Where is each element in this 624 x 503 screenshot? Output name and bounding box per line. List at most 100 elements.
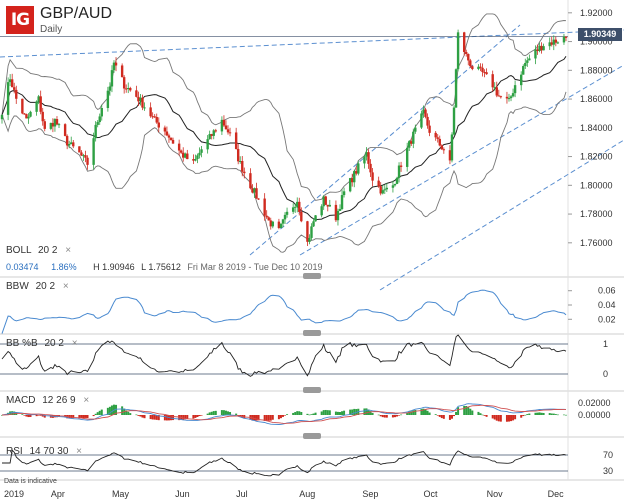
channel-trendline bbox=[249, 24, 521, 256]
macd-histogram-bar bbox=[110, 405, 113, 415]
candle-body bbox=[379, 186, 382, 194]
candle-body bbox=[298, 201, 301, 212]
candle-body bbox=[114, 62, 118, 66]
macd-histogram-bar bbox=[453, 415, 456, 417]
macd-histogram-bar bbox=[507, 415, 510, 422]
candle-body bbox=[479, 66, 482, 68]
y-tick-label: 1.76000 bbox=[580, 238, 613, 248]
candle-body bbox=[151, 116, 154, 118]
macd-histogram-bar bbox=[84, 415, 87, 418]
candle-body bbox=[129, 87, 132, 91]
candle-body bbox=[365, 152, 368, 157]
macd-histogram-bar bbox=[296, 411, 299, 415]
candle-body bbox=[41, 111, 44, 122]
x-tick-label: Nov bbox=[487, 489, 504, 499]
bbpb-close-icon[interactable]: × bbox=[71, 338, 78, 349]
boll-percent-value: 1.86% bbox=[51, 262, 77, 272]
macd-histogram-bar bbox=[284, 415, 287, 416]
macd-histogram-bar bbox=[11, 411, 14, 415]
macd-histogram-bar bbox=[300, 412, 303, 415]
macd-histogram-bar bbox=[326, 410, 329, 415]
macd-histogram-bar bbox=[23, 415, 26, 416]
panel-resize-handle[interactable] bbox=[303, 273, 321, 279]
candle-body bbox=[184, 153, 187, 158]
candle-body bbox=[383, 189, 386, 191]
macd-histogram-bar bbox=[108, 406, 111, 415]
macd-histogram-bar bbox=[469, 408, 472, 415]
candle-body bbox=[469, 60, 472, 67]
bbw-label: BBW bbox=[6, 281, 29, 292]
macd-histogram-bar bbox=[471, 410, 474, 415]
candle-body bbox=[198, 152, 201, 156]
macd-histogram-bar bbox=[438, 415, 441, 417]
candle-body bbox=[236, 148, 240, 162]
macd-histogram-bar bbox=[253, 415, 256, 421]
boll-close-icon[interactable]: × bbox=[65, 245, 72, 256]
macd-histogram-bar bbox=[548, 413, 551, 415]
macd-histogram-bar bbox=[165, 415, 168, 421]
macd-histogram-bar bbox=[277, 415, 280, 420]
macd-histogram-bar bbox=[186, 415, 189, 419]
macd-histogram-bar bbox=[383, 415, 386, 418]
rsi-label: RSI bbox=[6, 446, 23, 457]
macd-histogram-bar bbox=[27, 415, 30, 418]
candle-body bbox=[377, 180, 380, 187]
macd-histogram-bar bbox=[463, 405, 466, 415]
macd-histogram-bar bbox=[115, 404, 118, 415]
candle-body bbox=[499, 96, 503, 98]
candle-body bbox=[149, 107, 152, 117]
x-tick-label: May bbox=[112, 489, 130, 499]
macd-histogram-bar bbox=[550, 413, 553, 415]
macd-histogram-bar bbox=[391, 415, 394, 418]
candle-body bbox=[283, 214, 287, 220]
macd-histogram-bar bbox=[408, 411, 411, 415]
candle-body bbox=[426, 116, 429, 126]
candle-body bbox=[338, 209, 342, 211]
macd-histogram-bar bbox=[267, 415, 270, 421]
y-tick-label: 1.80000 bbox=[580, 180, 613, 190]
macd-histogram-bar bbox=[412, 410, 415, 415]
macd-histogram-bar bbox=[135, 414, 138, 416]
macd-histogram-bar bbox=[271, 415, 274, 420]
candle-body bbox=[139, 97, 142, 102]
macd-histogram-bar bbox=[86, 415, 89, 419]
macd-histogram-bar bbox=[106, 407, 109, 415]
candle-body bbox=[477, 66, 480, 70]
candle-body bbox=[206, 139, 209, 150]
candle-body bbox=[23, 113, 26, 115]
macd-histogram-bar bbox=[483, 415, 486, 416]
candle-body bbox=[562, 36, 566, 43]
macd-close-icon[interactable]: × bbox=[83, 395, 90, 406]
candle-body bbox=[312, 221, 315, 227]
macd-histogram-bar bbox=[450, 415, 453, 419]
candle-body bbox=[100, 107, 103, 117]
y-tick-label: 0.02000 bbox=[578, 398, 611, 408]
rsi-close-icon[interactable]: × bbox=[76, 446, 83, 457]
candle-body bbox=[53, 119, 57, 127]
macd-histogram-bar bbox=[214, 410, 217, 415]
macd-histogram-bar bbox=[100, 409, 103, 415]
macd-histogram-bar bbox=[41, 415, 44, 417]
macd-histogram-bar bbox=[227, 411, 230, 415]
candle-body bbox=[534, 49, 537, 59]
candle-body bbox=[163, 127, 167, 132]
candle-body bbox=[125, 88, 128, 90]
y-tick-label: 0.00000 bbox=[578, 410, 611, 420]
panel-resize-handle[interactable] bbox=[303, 387, 321, 393]
candle-body bbox=[564, 36, 568, 38]
x-tick-label: Jul bbox=[236, 489, 248, 499]
panel-resize-handle[interactable] bbox=[303, 330, 321, 336]
macd-histogram-bar bbox=[556, 414, 559, 416]
candle-body bbox=[408, 141, 411, 148]
panel-resize-handle[interactable] bbox=[303, 433, 321, 439]
bbw-legend: BBW 20 2 × bbox=[6, 281, 69, 292]
candle-body bbox=[397, 165, 401, 178]
macd-histogram-bar bbox=[143, 415, 146, 419]
macd-histogram-bar bbox=[127, 411, 130, 415]
candle-body bbox=[285, 211, 289, 215]
bbw-close-icon[interactable]: × bbox=[62, 281, 69, 292]
x-tick-label: Aug bbox=[299, 489, 315, 499]
bollinger-middle-sma bbox=[1, 56, 567, 221]
y-tick-label: 30 bbox=[603, 466, 613, 476]
